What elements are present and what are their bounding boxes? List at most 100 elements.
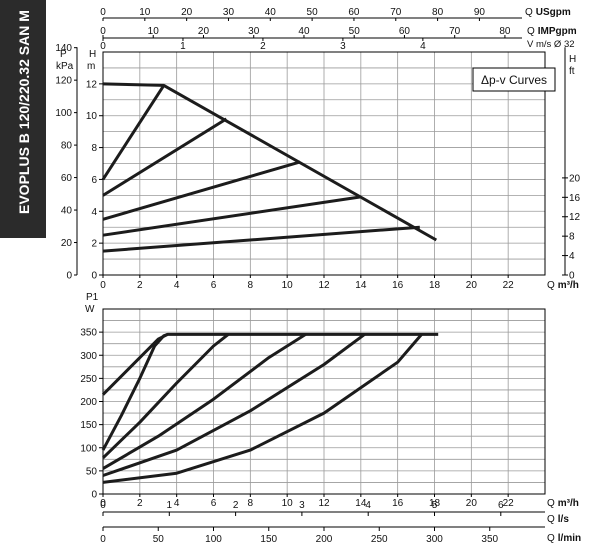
bottom-x-tick-label: 20	[466, 498, 478, 509]
lmin-tick-label: 250	[371, 534, 388, 545]
impgpm-tick-label: 80	[499, 26, 511, 37]
bottom-x-tick-label: 4	[174, 498, 180, 509]
impgpm-tick-label: 20	[198, 26, 210, 37]
power-tick-label: 50	[86, 466, 98, 477]
impgpm-tick-label: 60	[399, 26, 411, 37]
impgpm-axis-label: Q IMPgpm	[527, 26, 577, 37]
power-axis-label-p1: P1	[86, 292, 99, 303]
side-label-bar	[0, 0, 46, 238]
power-tick-label: 150	[80, 420, 97, 431]
side-label: EVOPLUS B 120/220.32 SAN M	[16, 10, 32, 214]
head-curve-2	[101, 84, 166, 181]
usgpm-tick-label: 20	[181, 7, 193, 18]
ls-tick-label: 6	[498, 500, 504, 511]
usgpm-tick-label: 90	[474, 7, 486, 18]
head-curve-3	[102, 117, 228, 197]
top-x-tick-label: 6	[211, 280, 217, 291]
lmin-tick-label: 300	[426, 534, 443, 545]
ft-tick-label: 12	[569, 212, 581, 223]
top-x-tick-label: 8	[248, 280, 254, 291]
kpa-tick-label: 20	[61, 238, 73, 249]
lmin-tick-label: 50	[153, 534, 165, 545]
legend-title: Δp-v Curves	[481, 73, 547, 87]
usgpm-tick-label: 80	[432, 7, 444, 18]
kpa-axis-label-p: P	[60, 49, 67, 60]
ls-tick-label: 2	[233, 500, 239, 511]
h-m-tick-label: 12	[86, 79, 98, 90]
velocity-tick-label: 4	[420, 41, 426, 52]
power-curve-2	[101, 332, 169, 451]
power-curve-3	[101, 333, 230, 459]
bottom-x-tick-label: 14	[355, 498, 367, 509]
velocity-axis-label: V m/s Ø 32	[527, 39, 575, 50]
power-curve-6	[102, 333, 423, 484]
velocity-tick-label: 1	[180, 41, 186, 52]
h-m-axis-label-unit: m	[87, 61, 95, 72]
kpa-tick-label: 60	[61, 173, 73, 184]
head-curve-6	[102, 225, 420, 253]
head-curve-4	[102, 160, 301, 221]
power-axis-label-unit: W	[85, 304, 95, 315]
top-x-tick-label: 4	[174, 280, 180, 291]
top-x-tick-label: 12	[318, 280, 330, 291]
power-tick-label: 300	[80, 351, 97, 362]
top-x-tick-label: 22	[503, 280, 515, 291]
usgpm-tick-label: 30	[223, 7, 235, 18]
h-m-tick-label: 2	[91, 239, 97, 250]
head-curve-5	[102, 195, 362, 237]
usgpm-tick-label: 10	[139, 7, 151, 18]
top-x-tick-label: 18	[429, 280, 441, 291]
impgpm-tick-label: 70	[449, 26, 461, 37]
head-curve-1	[102, 82, 438, 242]
bottom-x-tick-label: 0	[100, 498, 106, 509]
velocity-tick-label: 2	[260, 41, 266, 52]
h-m-tick-label: 6	[91, 175, 97, 186]
ft-tick-label: 20	[569, 173, 581, 184]
kpa-tick-label: 120	[55, 76, 72, 87]
power-curve-4	[102, 333, 307, 470]
ft-tick-label: 4	[569, 251, 575, 262]
power-tick-label: 200	[80, 397, 97, 408]
head-flow-chart: 024681012020406080100120140PkPaHm0481216…	[55, 7, 580, 291]
top-x-tick-label: 2	[137, 280, 143, 291]
lmin-tick-label: 100	[205, 534, 222, 545]
h-m-axis-label-h: H	[89, 49, 96, 60]
top-x-tick-label: 16	[392, 280, 404, 291]
kpa-tick-label: 140	[55, 43, 72, 54]
usgpm-tick-label: 40	[265, 7, 277, 18]
usgpm-tick-label: 0	[100, 7, 106, 18]
kpa-tick-label: 100	[55, 108, 72, 119]
velocity-tick-label: 3	[340, 41, 346, 52]
ls-tick-label: 4	[365, 500, 371, 511]
kpa-axis-label-unit: kPa	[56, 61, 74, 72]
bottom-x-tick-label: 2	[137, 498, 143, 509]
top-x-tick-label: 0	[100, 280, 106, 291]
power-tick-label: 250	[80, 374, 97, 385]
kpa-tick-label: 40	[61, 206, 73, 217]
ft-tick-label: 16	[569, 193, 581, 204]
top-x-tick-label: 10	[282, 280, 294, 291]
impgpm-tick-label: 10	[148, 26, 160, 37]
lmin-tick-label: 200	[316, 534, 333, 545]
top-x-tick-label: 14	[355, 280, 367, 291]
usgpm-tick-label: 60	[348, 7, 360, 18]
bottom-x-tick-label: 12	[318, 498, 330, 509]
velocity-tick-label: 0	[100, 41, 106, 52]
lmin-tick-label: 0	[100, 534, 106, 545]
legend-box	[472, 67, 556, 92]
bottom-x-tick-label: 6	[211, 498, 217, 509]
h-m-tick-label: 4	[91, 207, 97, 218]
kpa-tick-label: 0	[66, 271, 72, 282]
bottom-x-tick-label: 8	[248, 498, 254, 509]
ft-tick-label: 8	[569, 232, 575, 243]
lmin-tick-label: 150	[260, 534, 277, 545]
top-x-tick-label: 20	[466, 280, 478, 291]
kpa-tick-label: 80	[61, 141, 73, 152]
ft-axis-label-h: H	[569, 54, 576, 65]
usgpm-axis-label: Q USgpm	[525, 7, 571, 18]
ft-axis-label-unit: ft	[569, 66, 575, 77]
